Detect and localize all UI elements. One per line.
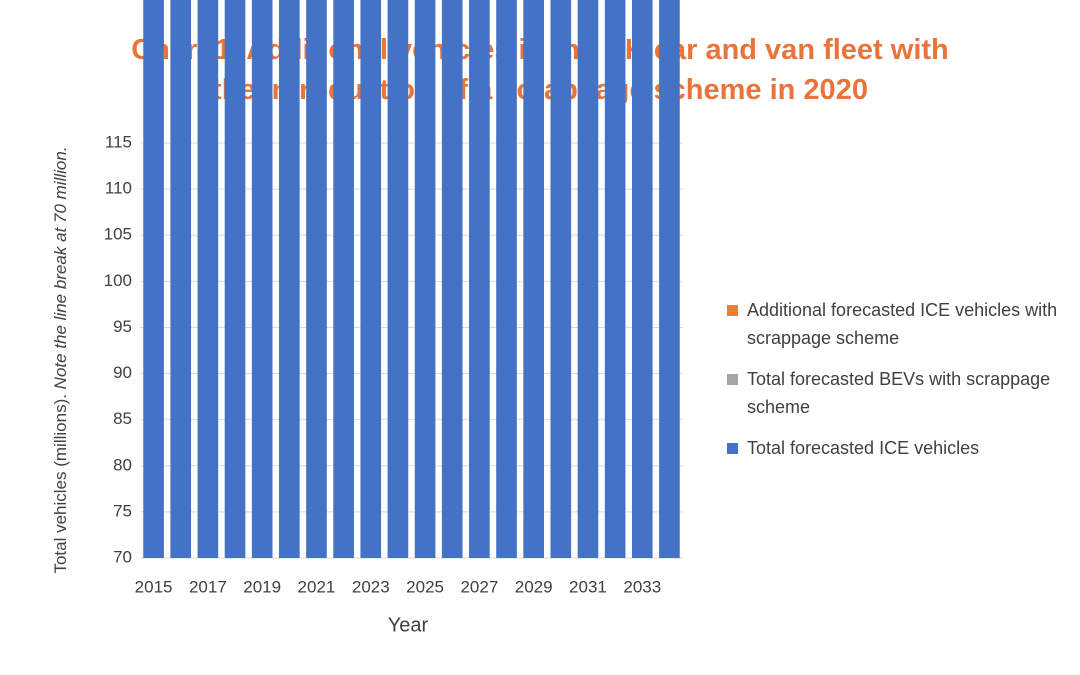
legend-swatch bbox=[727, 374, 738, 385]
bar-segment bbox=[360, 0, 382, 559]
legend-label: Total forecasted BEVs with scrappage sch… bbox=[747, 369, 1051, 417]
y-tick-label: 95 bbox=[113, 317, 132, 336]
bar-segment bbox=[523, 0, 544, 558]
bar-segment bbox=[306, 0, 327, 558]
x-tick-label: 2021 bbox=[298, 577, 336, 596]
x-tick-label: 2033 bbox=[623, 577, 661, 596]
bar-segment bbox=[496, 0, 517, 559]
legend-swatch bbox=[727, 305, 738, 316]
y-tick-label: 110 bbox=[105, 179, 132, 198]
x-tick-label: 2019 bbox=[243, 577, 281, 596]
y-tick-label: 70 bbox=[113, 547, 132, 566]
x-tick-label: 2031 bbox=[569, 577, 607, 596]
bar-segment bbox=[251, 0, 273, 559]
x-tick-label: 2029 bbox=[515, 577, 553, 596]
y-tick-label: 100 bbox=[104, 271, 132, 290]
y-tick-label: 115 bbox=[105, 132, 132, 151]
bar-segment bbox=[143, 0, 164, 558]
y-axis-label: Total vehicles (millions). Note the line… bbox=[51, 146, 70, 573]
bar-segment bbox=[550, 0, 572, 558]
x-tick-label: 2017 bbox=[189, 577, 227, 596]
bar-segment bbox=[170, 0, 192, 558]
legend-item: Total forecasted ICE vehicles bbox=[727, 434, 1067, 462]
bar-segment bbox=[631, 0, 653, 558]
y-axis-label-note: Note the line break at 70 million. bbox=[51, 146, 70, 389]
bar-segment bbox=[224, 0, 246, 559]
y-tick-label: 85 bbox=[113, 409, 132, 428]
y-tick-label: 75 bbox=[113, 501, 132, 520]
legend-label: Additional forecasted ICE vehicles with … bbox=[747, 300, 1058, 348]
y-tick-label: 80 bbox=[113, 455, 132, 474]
bar-segment bbox=[414, 0, 436, 558]
legend-item: Total forecasted BEVs with scrappage sch… bbox=[727, 365, 1067, 421]
y-axis-label-main: Total vehicles (millions). bbox=[51, 394, 70, 574]
legend-item: Additional forecasted ICE vehicles with … bbox=[727, 296, 1067, 352]
bar-segment bbox=[333, 0, 354, 558]
bar-segment bbox=[279, 0, 300, 558]
bar-segment bbox=[604, 0, 626, 558]
legend-label: Total forecasted ICE vehicles bbox=[747, 438, 980, 458]
y-tick-label: 105 bbox=[104, 225, 132, 244]
legend-swatch bbox=[727, 443, 738, 454]
bar-segment bbox=[469, 0, 490, 559]
x-tick-label: 2015 bbox=[135, 577, 173, 596]
bar-segment bbox=[441, 0, 463, 558]
x-tick-label: 2023 bbox=[352, 577, 390, 596]
x-tick-label: 2027 bbox=[460, 577, 498, 596]
y-tick-label: 90 bbox=[113, 363, 132, 382]
bar-segment bbox=[197, 0, 219, 559]
bar-segment bbox=[577, 0, 599, 558]
bar-segment bbox=[387, 0, 409, 558]
bar-segment bbox=[659, 0, 680, 559]
x-axis-label: Year bbox=[388, 614, 429, 636]
x-tick-label: 2025 bbox=[406, 577, 444, 596]
